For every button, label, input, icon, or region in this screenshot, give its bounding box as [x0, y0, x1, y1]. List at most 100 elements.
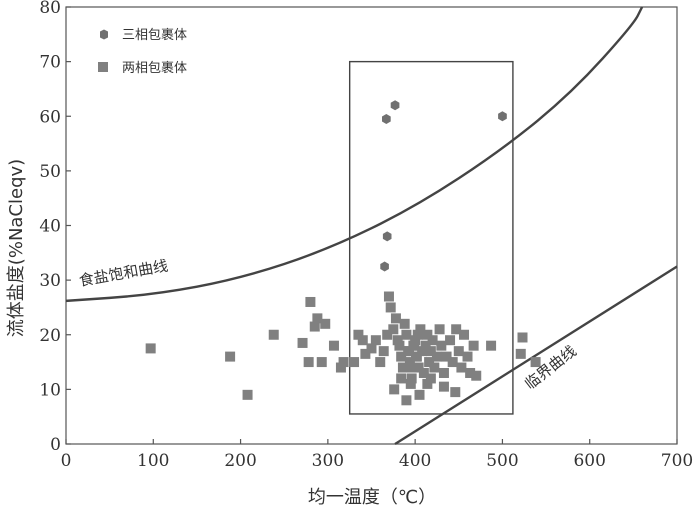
y-tick-label: 40 [39, 217, 61, 237]
two-phase-point [517, 332, 528, 343]
two-phase-point [468, 340, 479, 351]
two-phase-point [397, 362, 408, 373]
two-phase-point [530, 357, 541, 368]
two-phase-point [401, 395, 412, 406]
two-phase-point [453, 346, 464, 357]
two-phase-point [404, 346, 415, 357]
two-phase-point [145, 343, 156, 354]
two-phase-point [378, 346, 389, 357]
x-tick-label: 400 [399, 451, 431, 471]
two-phase-point [312, 313, 323, 324]
y-tick-label: 60 [39, 107, 61, 127]
halite-saturation-curve [65, 6, 644, 303]
highlight-box [348, 60, 514, 415]
x-tick-label: 600 [573, 451, 605, 471]
two-phase-point [375, 357, 386, 368]
two-phase-point [396, 351, 407, 362]
two-phase-point [382, 329, 393, 340]
three-phase-point [382, 231, 392, 242]
legend: 三相包裹体 两相包裹体 [98, 28, 187, 76]
two-phase-point [422, 329, 433, 340]
two-phase-point [424, 357, 435, 368]
two-phase-point [417, 346, 428, 357]
two-phase-point [486, 340, 497, 351]
y-tick-label: 70 [39, 53, 61, 73]
y-tick-label: 0 [50, 435, 61, 455]
x-tick-label: 500 [486, 451, 518, 471]
two-phase-point [456, 362, 467, 373]
two-phase-point [389, 384, 400, 395]
x-tick-label: 100 [137, 451, 169, 471]
halite-saturation-curve-label: 食盐饱和曲线 [78, 257, 170, 290]
two-phase-point [471, 370, 482, 381]
y-tick-label: 10 [39, 380, 61, 400]
two-phase-point [268, 329, 279, 340]
two-phase-point [338, 357, 349, 368]
two-phase-point [407, 362, 418, 373]
two-phase-point [399, 318, 410, 329]
two-phase-point [414, 389, 425, 400]
x-tick-label: 700 [661, 451, 693, 471]
two-phase-point [309, 321, 320, 332]
two-phase-point [422, 378, 433, 389]
two-phase-point [441, 351, 452, 362]
two-phase-point [425, 346, 436, 357]
three-phase-point [390, 100, 400, 111]
two-phase-point [370, 335, 381, 346]
two-phase-point [404, 357, 415, 368]
two-phase-point [415, 324, 426, 335]
x-tick-label: 200 [224, 451, 256, 471]
legend-label-two-phase: 两相包裹体 [122, 61, 187, 76]
two-phase-point [450, 387, 461, 398]
two-phase-point [390, 313, 401, 324]
two-phase-point [447, 357, 458, 368]
two-phase-point [462, 351, 473, 362]
two-phase-point [425, 373, 436, 384]
two-phase-point [383, 291, 394, 302]
two-phase-point [406, 373, 417, 384]
two-phase-point [412, 329, 423, 340]
x-tick-label: 300 [312, 451, 344, 471]
two-phase-point [413, 362, 424, 373]
two-phase-point [349, 357, 360, 368]
y-tick-label: 30 [39, 271, 61, 291]
two-phase-point [427, 335, 438, 346]
three-phase-point [498, 111, 507, 122]
two-phase-point [410, 335, 421, 346]
two-phase-point [431, 351, 442, 362]
two-phase-point [392, 335, 403, 346]
three-phase-point [380, 261, 389, 272]
two-phase-point [388, 324, 399, 335]
two-phase-point [445, 335, 456, 346]
two-phase-point [366, 343, 377, 354]
two-phase-point [360, 348, 371, 359]
two-phase-point [242, 389, 253, 400]
two-phase-point [409, 340, 420, 351]
two-phase-point [357, 335, 368, 346]
two-phase-point [297, 337, 308, 348]
critical-curve-label: 临界曲线 [521, 342, 579, 393]
two-phase-point [353, 329, 364, 340]
two-phase-point [316, 357, 327, 368]
two-phase-point [451, 324, 462, 335]
two-phase-point [515, 348, 526, 359]
legend-label-three-phase: 三相包裹体 [122, 28, 187, 43]
two-phase-point [465, 367, 476, 378]
y-tick-label: 80 [39, 0, 61, 18]
two-phase-point [436, 340, 447, 351]
x-axis-label: 均一温度（℃） [308, 487, 436, 508]
two-phase-point [418, 367, 429, 378]
two-phase-point [335, 362, 346, 373]
two-phase-point [328, 340, 339, 351]
y-tick-label: 20 [39, 326, 61, 346]
two-phase-point [434, 324, 445, 335]
legend-marker-square [98, 62, 108, 72]
three-phase-point [382, 114, 391, 124]
two-phase-point [429, 362, 440, 373]
two-phase-point [396, 373, 407, 384]
legend-marker-hexagon [100, 29, 108, 40]
two-phase-point [305, 296, 316, 307]
two-phase-point [459, 329, 470, 340]
two-phase-point [438, 381, 449, 392]
